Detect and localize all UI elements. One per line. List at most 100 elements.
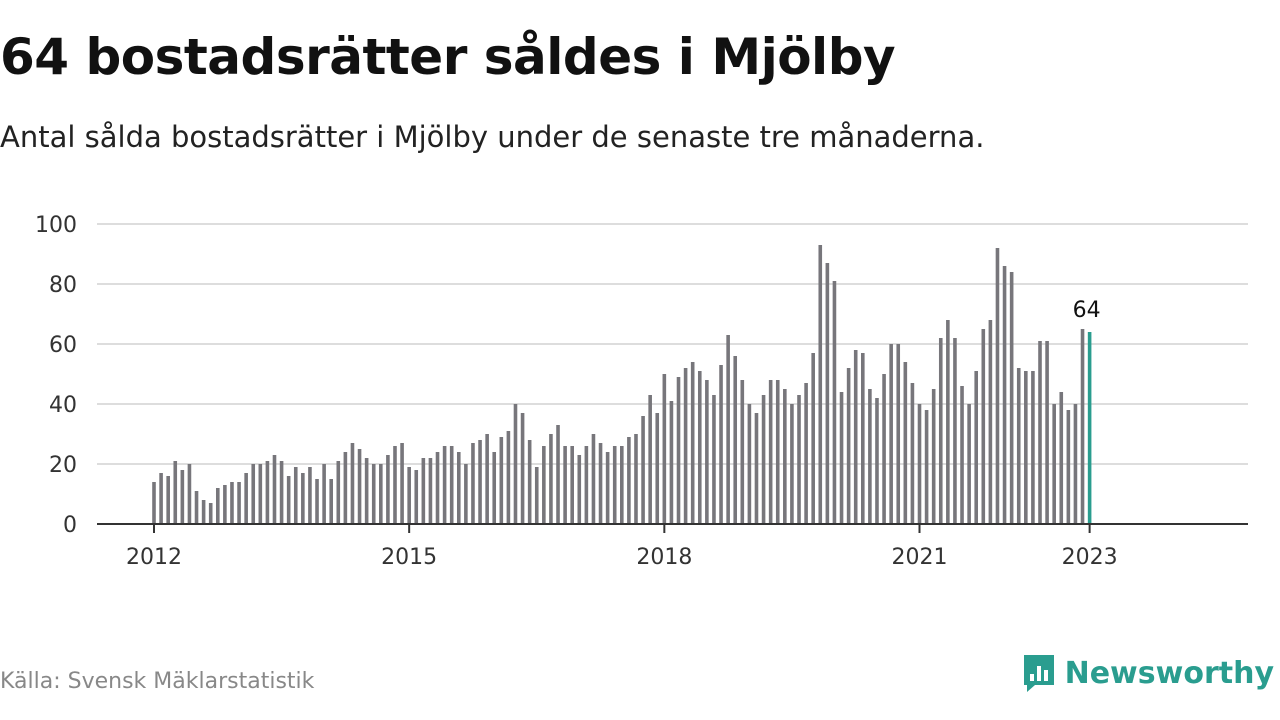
bar: [825, 263, 830, 524]
bar: [308, 467, 312, 524]
x-tick-label-2023: 2023: [1062, 545, 1118, 570]
bar: [832, 281, 837, 524]
bar: [882, 374, 886, 524]
bar: [1002, 266, 1007, 524]
bar: [584, 446, 589, 524]
bar-highlight: [1087, 332, 1092, 524]
bar: [471, 443, 475, 524]
bar: [215, 488, 220, 524]
bar: [612, 446, 617, 524]
source-note: Källa: Svensk Mäklarstatistik: [0, 669, 315, 694]
bar: [570, 446, 574, 524]
bar: [974, 371, 979, 524]
bar: [761, 395, 766, 524]
bar: [804, 383, 808, 524]
bar: [875, 398, 879, 524]
bar: [407, 467, 411, 524]
bar: [697, 371, 702, 524]
bar: [910, 383, 915, 524]
bar: [301, 473, 305, 524]
highlight-value-label: 64: [1073, 298, 1101, 323]
bar: [655, 413, 660, 524]
bar: [768, 380, 773, 524]
bar: [598, 443, 603, 524]
bar: [563, 446, 567, 524]
bar: [435, 452, 440, 524]
bar: [251, 464, 256, 524]
bar: [520, 413, 525, 524]
bar: [357, 449, 362, 524]
bar: [1009, 272, 1014, 524]
bar: [386, 455, 390, 524]
bar: [534, 467, 539, 524]
bar: [1045, 341, 1049, 524]
bar: [293, 467, 298, 524]
bar: [719, 365, 723, 524]
bar: [265, 461, 270, 524]
x-tick-label-2015: 2015: [381, 545, 437, 570]
bar: [946, 320, 950, 524]
bar: [237, 482, 241, 524]
bar: [995, 248, 1000, 524]
bar: [726, 335, 730, 524]
bar: [152, 482, 156, 524]
bar: [981, 329, 986, 524]
bar: [931, 389, 936, 524]
bar: [364, 458, 369, 524]
bar: [428, 458, 433, 524]
bar: [1016, 368, 1021, 524]
bar: [634, 434, 638, 524]
brand-logo: Newsworthy: [1021, 652, 1274, 694]
bar: [1073, 404, 1078, 524]
bar: [400, 443, 404, 524]
bar: [393, 446, 397, 524]
bar: [1059, 392, 1064, 524]
bar: [499, 437, 504, 524]
bar: [790, 404, 794, 524]
bar: [938, 338, 943, 524]
bar: [336, 461, 341, 524]
bar: [577, 455, 582, 524]
bar: [740, 380, 745, 524]
bar: [180, 470, 185, 524]
bar: [527, 440, 532, 524]
bar: [279, 461, 284, 524]
bar: [705, 380, 709, 524]
bar: [449, 446, 454, 524]
bar: [775, 380, 780, 524]
bar: [903, 362, 908, 524]
bar: [258, 464, 263, 524]
bar: [456, 452, 461, 524]
bar: [223, 485, 227, 524]
x-tick-label-2021: 2021: [892, 545, 948, 570]
bar: [322, 464, 326, 524]
bar: [1080, 329, 1085, 524]
bar: [953, 338, 957, 524]
bar: [201, 500, 206, 524]
bar: [329, 479, 333, 524]
bar: [208, 503, 213, 524]
bar: [371, 464, 376, 524]
bar: [1024, 371, 1028, 524]
bar: [846, 368, 851, 524]
bar: [350, 443, 355, 524]
y-tick-label-80: 80: [49, 273, 77, 298]
bar: [442, 446, 447, 524]
bar: [669, 401, 674, 524]
bar: [627, 437, 631, 524]
y-tick-label-60: 60: [49, 333, 77, 358]
bar: [754, 413, 759, 524]
chart-subtitle: Antal sålda bostadsrätter i Mjölby under…: [0, 120, 985, 154]
bar: [811, 353, 815, 524]
bar: [421, 458, 426, 524]
x-tick-label-2018: 2018: [636, 545, 692, 570]
bar: [868, 389, 872, 524]
gridlines: [97, 223, 1248, 465]
bar: [166, 476, 170, 524]
bar: [896, 344, 901, 524]
bar: [889, 344, 893, 524]
bar: [783, 389, 787, 524]
bar: [988, 320, 993, 524]
bar: [960, 386, 964, 524]
bar: [747, 404, 752, 524]
